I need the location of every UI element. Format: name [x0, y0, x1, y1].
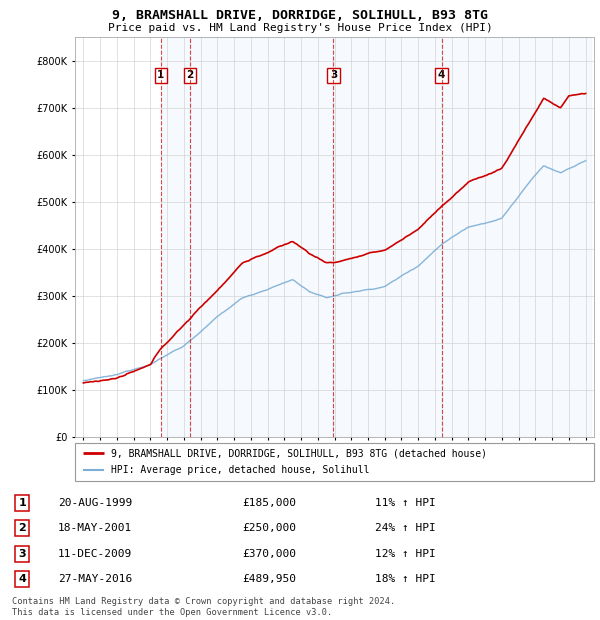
- Text: 27-MAY-2016: 27-MAY-2016: [58, 574, 133, 584]
- FancyBboxPatch shape: [75, 443, 594, 480]
- Text: Contains HM Land Registry data © Crown copyright and database right 2024.: Contains HM Land Registry data © Crown c…: [12, 597, 395, 606]
- Text: Price paid vs. HM Land Registry's House Price Index (HPI): Price paid vs. HM Land Registry's House …: [107, 23, 493, 33]
- Text: £489,950: £489,950: [242, 574, 296, 584]
- Text: 3: 3: [19, 549, 26, 559]
- Text: HPI: Average price, detached house, Solihull: HPI: Average price, detached house, Soli…: [112, 466, 370, 476]
- Text: This data is licensed under the Open Government Licence v3.0.: This data is licensed under the Open Gov…: [12, 608, 332, 617]
- Text: 9, BRAMSHALL DRIVE, DORRIDGE, SOLIHULL, B93 8TG (detached house): 9, BRAMSHALL DRIVE, DORRIDGE, SOLIHULL, …: [112, 448, 487, 458]
- Text: 24% ↑ HPI: 24% ↑ HPI: [375, 523, 436, 533]
- Text: 9, BRAMSHALL DRIVE, DORRIDGE, SOLIHULL, B93 8TG: 9, BRAMSHALL DRIVE, DORRIDGE, SOLIHULL, …: [112, 9, 488, 22]
- Text: 18-MAY-2001: 18-MAY-2001: [58, 523, 133, 533]
- Text: 2: 2: [187, 70, 194, 80]
- Bar: [190, 37, 334, 437]
- Text: 1: 1: [157, 70, 164, 80]
- Text: 4: 4: [19, 574, 26, 584]
- Text: £370,000: £370,000: [242, 549, 296, 559]
- Text: 11-DEC-2009: 11-DEC-2009: [58, 549, 133, 559]
- Text: 1: 1: [19, 498, 26, 508]
- Text: 11% ↑ HPI: 11% ↑ HPI: [375, 498, 436, 508]
- Bar: [334, 37, 442, 437]
- Text: £250,000: £250,000: [242, 523, 296, 533]
- Text: £185,000: £185,000: [242, 498, 296, 508]
- Text: 4: 4: [438, 70, 445, 80]
- Text: 2: 2: [19, 523, 26, 533]
- Text: 3: 3: [330, 70, 337, 80]
- Bar: [161, 37, 190, 437]
- Text: 12% ↑ HPI: 12% ↑ HPI: [375, 549, 436, 559]
- Bar: [442, 37, 590, 437]
- Text: 20-AUG-1999: 20-AUG-1999: [58, 498, 133, 508]
- Text: 18% ↑ HPI: 18% ↑ HPI: [375, 574, 436, 584]
